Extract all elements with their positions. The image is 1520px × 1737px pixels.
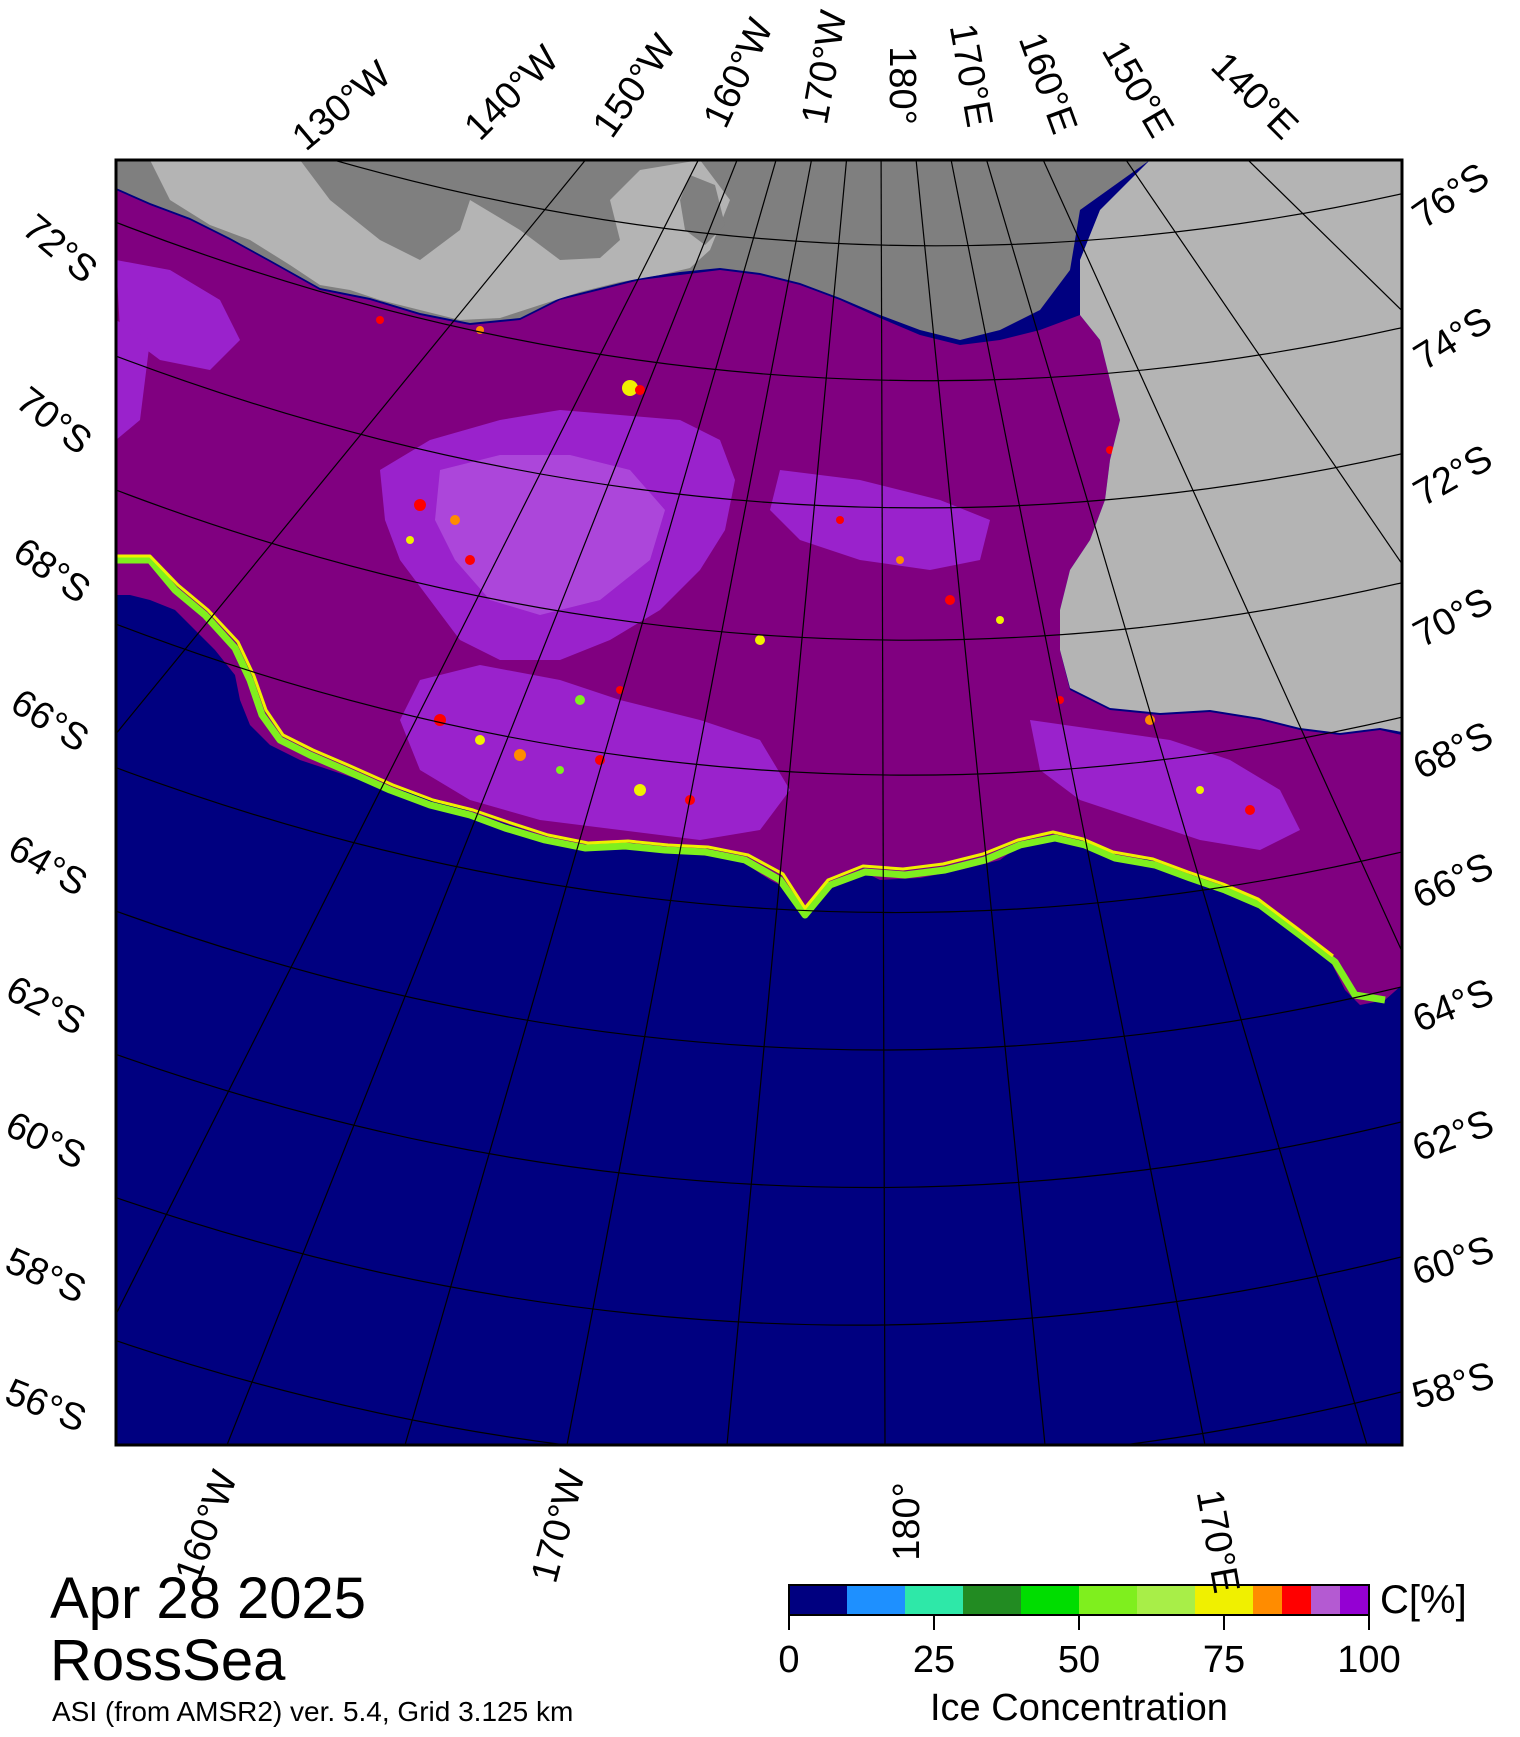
colorbar bbox=[789, 1585, 1369, 1615]
latitude-line bbox=[116, 1196, 1402, 1326]
colorbar-tick-label: 100 bbox=[1337, 1639, 1401, 1681]
longitude-line bbox=[1125, 160, 1402, 565]
latitude-line bbox=[116, 1339, 1402, 1445]
colorbar-bin bbox=[1195, 1585, 1224, 1615]
latitude-line bbox=[116, 766, 1402, 914]
longitude-line bbox=[1247, 160, 1402, 312]
colorbar-tick-label: 50 bbox=[1057, 1639, 1101, 1681]
latitude-line bbox=[331, 160, 1402, 247]
latitude-line bbox=[116, 355, 1402, 509]
longitude-line bbox=[226, 160, 738, 1445]
longitude-line bbox=[880, 160, 886, 1445]
lower-concentration-ice-patch bbox=[1030, 720, 1300, 850]
colorbar-bin bbox=[1340, 1585, 1369, 1615]
longitude-line bbox=[116, 160, 587, 735]
longitude-line bbox=[950, 160, 1206, 1445]
ice-edge-band bbox=[116, 556, 1386, 1004]
colorbar-title: Ice Concentration bbox=[930, 1687, 1228, 1729]
graticule bbox=[116, 160, 1402, 1445]
longitude-line bbox=[915, 160, 1046, 1445]
colorbar-tick-label: 0 bbox=[778, 1639, 800, 1681]
map-date: Apr 28 2025 bbox=[50, 1566, 367, 1631]
colorbar-bin bbox=[963, 1585, 1021, 1615]
longitude-line bbox=[566, 160, 813, 1445]
colorbar-bin bbox=[847, 1585, 905, 1615]
latitude-line bbox=[116, 221, 1402, 382]
colorbar-tick-label: 25 bbox=[912, 1639, 956, 1681]
colorbar-bin bbox=[1282, 1585, 1311, 1615]
longitude-label: 180° bbox=[880, 46, 923, 125]
colorbar-bin bbox=[1253, 1585, 1282, 1615]
low-concentration-spots bbox=[376, 316, 1255, 815]
lower-concentration-ice-patch bbox=[770, 470, 990, 570]
lower-concentration-ice-patch bbox=[435, 455, 665, 615]
longitude-line bbox=[1042, 160, 1402, 953]
colorbar-bin bbox=[1079, 1585, 1137, 1615]
continent-land bbox=[150, 160, 730, 320]
colorbar-bin bbox=[789, 1585, 847, 1615]
data-source-note: ASI (from AMSR2) ver. 5.4, Grid 3.125 km bbox=[52, 1696, 574, 1727]
colorbar-bin bbox=[905, 1585, 963, 1615]
map-frame bbox=[114, 158, 1404, 1447]
colorbar-ticks bbox=[788, 1615, 1370, 1630]
map-region: RossSea bbox=[50, 1628, 286, 1693]
colorbar-unit: C[%] bbox=[1380, 1578, 1467, 1622]
continent-land bbox=[1060, 160, 1402, 733]
longitude-line bbox=[116, 160, 700, 1316]
latitude-line bbox=[116, 910, 1402, 1051]
longitude-line bbox=[726, 160, 848, 1445]
longitude-label: 180° bbox=[885, 1482, 928, 1561]
sea-ice-pack bbox=[116, 190, 1402, 1005]
colorbar-bin bbox=[1311, 1585, 1340, 1615]
ice-shelf bbox=[680, 175, 725, 245]
ice-edge-inner bbox=[116, 554, 1334, 958]
lower-concentration-ice-patch bbox=[116, 320, 150, 440]
longitude-line bbox=[404, 160, 777, 1445]
colorbar-bin bbox=[1224, 1585, 1253, 1615]
colorbar-tick-label: 75 bbox=[1202, 1639, 1246, 1681]
colorbar-bin bbox=[1021, 1585, 1079, 1615]
longitude-line bbox=[985, 160, 1368, 1445]
colorbar-bin bbox=[1137, 1585, 1195, 1615]
latitude-line bbox=[116, 1053, 1402, 1189]
